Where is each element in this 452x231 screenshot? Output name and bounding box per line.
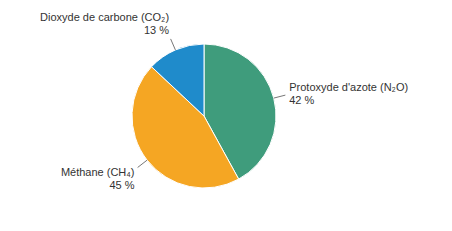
svg-text:45 %: 45 % bbox=[109, 179, 134, 191]
svg-text:13 %: 13 % bbox=[144, 24, 169, 36]
svg-text:Dioxyde de carbone (CO₂): Dioxyde de carbone (CO₂) bbox=[40, 11, 169, 23]
svg-text:Protoxyde d'azote (N₂O): Protoxyde d'azote (N₂O) bbox=[289, 81, 408, 93]
svg-text:42 %: 42 % bbox=[289, 94, 314, 106]
svg-text:Méthane (CH₄): Méthane (CH₄) bbox=[61, 166, 135, 178]
